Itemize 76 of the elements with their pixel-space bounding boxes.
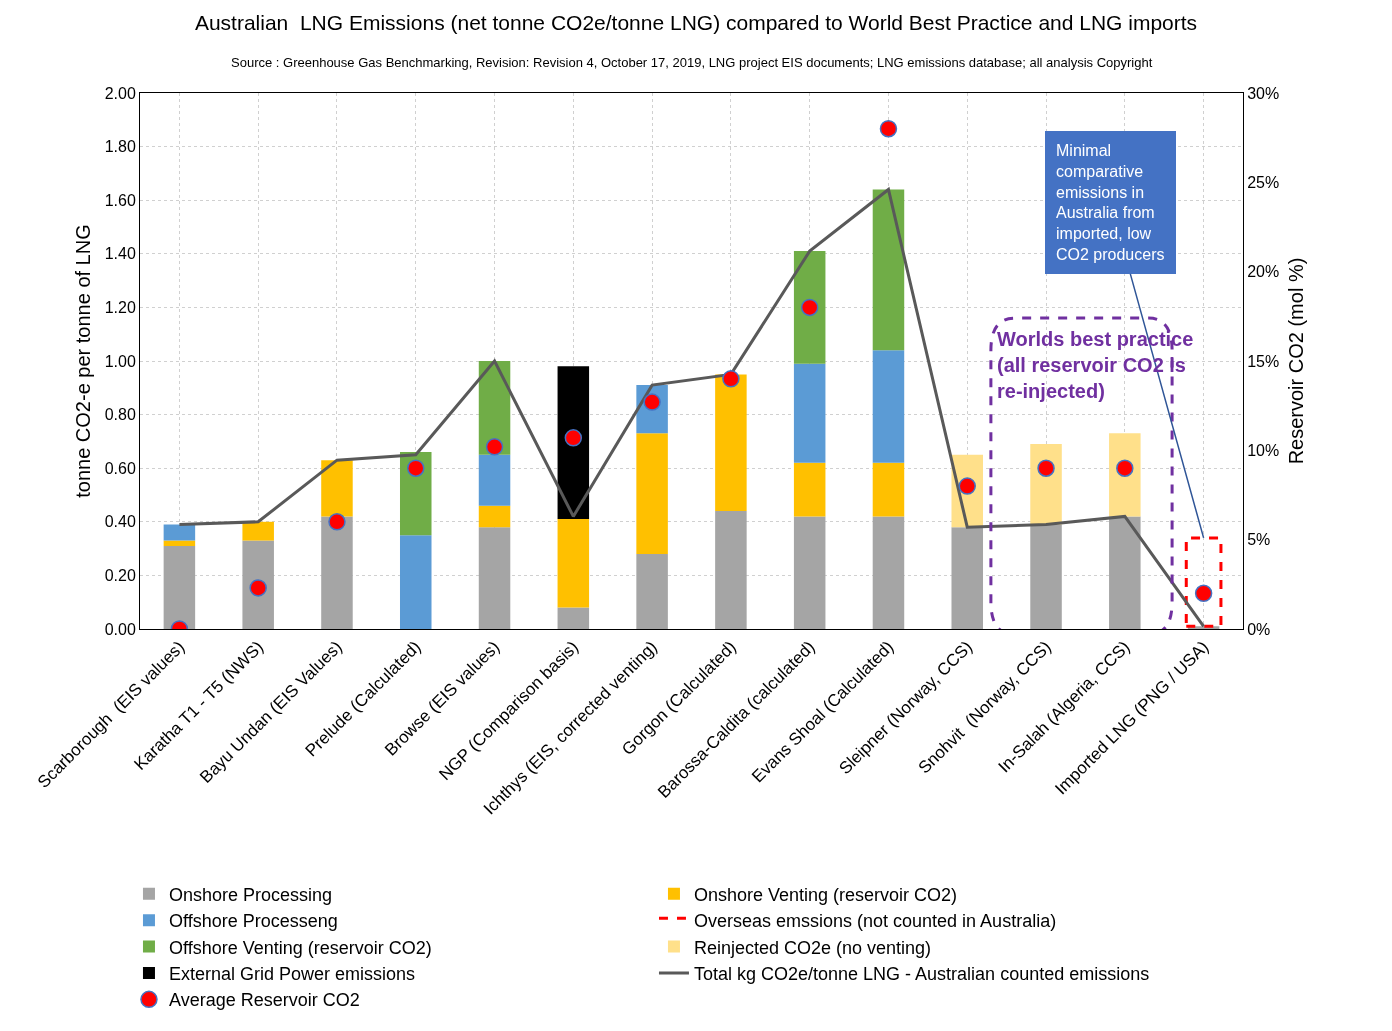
point [328, 513, 346, 531]
point [564, 429, 583, 447]
y2-tick-label: 30% [1247, 84, 1280, 102]
bar [793, 363, 826, 463]
legend-label: Onshore Venting (reservoir CO2) [693, 884, 958, 905]
bar [478, 505, 511, 528]
y2-tick-label: 10% [1247, 441, 1280, 459]
bar [557, 519, 590, 608]
y-tick-label: 0.00 [104, 620, 136, 638]
y-tick-label: 1.20 [104, 299, 136, 316]
bar [478, 527, 511, 629]
bar [1030, 524, 1062, 629]
y2-tick-label: 0% [1247, 620, 1271, 638]
bar [163, 545, 196, 629]
bar [1184, 536, 1223, 628]
bar [636, 433, 668, 554]
y-tick-label: 1.40 [104, 245, 136, 263]
bar [872, 462, 905, 517]
bar [163, 524, 196, 541]
legend-label: Overseas emssions (not counted in Australia) [693, 911, 1057, 932]
point [800, 298, 819, 317]
bar [242, 521, 274, 541]
bar [872, 189, 905, 351]
y-tick-label: 0.40 [104, 513, 136, 531]
y2-tick-label: 20% [1247, 263, 1280, 281]
point [958, 477, 976, 495]
point [1194, 584, 1213, 603]
bar [557, 607, 590, 629]
bar [399, 535, 432, 629]
y-tick-label: 0.20 [104, 567, 136, 584]
y-axis-title: tonne CO2-e per tonne of LNG [72, 224, 94, 498]
chart-title: Australian LNG Emissions (net tonne CO2e/tonne LNG) compared to World Best Practice and LNG imports [194, 11, 1198, 35]
bar [636, 553, 668, 629]
point [485, 438, 504, 456]
bar [557, 366, 590, 520]
legend-label: Offshore Venting (reservoir CO2) [168, 937, 432, 958]
bar [242, 540, 274, 629]
bar [793, 251, 826, 364]
bar [321, 460, 353, 517]
bar [951, 527, 984, 629]
y-tick-label: 1.60 [104, 191, 136, 209]
y-tick-label: 1.00 [104, 352, 136, 370]
y-tick-label: 2.00 [104, 84, 136, 102]
source-note: Source : Greenhouse Gas Benchmarking, Revision: Revision 4, October 17, 2019, LNG project EIS documents; LNG emissions database; all analysis Copyright [231, 55, 1153, 70]
bar [715, 511, 747, 629]
bar [715, 374, 747, 512]
legend-label: Onshore Processing [168, 884, 333, 905]
bar [793, 516, 826, 629]
y2-tick-label: 5% [1247, 531, 1271, 549]
bar [321, 516, 353, 629]
y-tick-label: 0.80 [104, 406, 136, 424]
bar [163, 540, 196, 546]
y-tick-label: 1.80 [104, 138, 136, 156]
point [722, 370, 740, 388]
point [1037, 459, 1055, 477]
legend-label: Offshore Processeng [168, 911, 338, 932]
annotation: Minimal comparative emissions in Australia from imported, low CO2 producers [1056, 142, 1165, 263]
y2-tick-label: 25% [1247, 173, 1280, 191]
bar [872, 516, 905, 629]
legend-label: Reinjected CO2e (no venting) [693, 937, 932, 958]
legend-label: External Grid Power emissions [168, 963, 416, 984]
y2-axis-title: Reservoir CO2 (mol %) [1285, 257, 1307, 465]
bar [1109, 433, 1141, 517]
legend-label: Average Reservoir CO2 [168, 990, 360, 1011]
bar [793, 462, 826, 517]
y2-tick-label: 15% [1247, 352, 1280, 370]
bar [872, 350, 905, 463]
line-series [177, 187, 1206, 628]
point [1116, 459, 1134, 477]
legend-label: Total kg CO2e/tonne LNG - Australian counted emissions [693, 963, 1150, 984]
point [249, 579, 267, 597]
point [407, 459, 425, 477]
bar [1109, 516, 1141, 629]
point [879, 119, 898, 138]
y-tick-label: 0.60 [104, 459, 136, 477]
bar [478, 454, 511, 506]
